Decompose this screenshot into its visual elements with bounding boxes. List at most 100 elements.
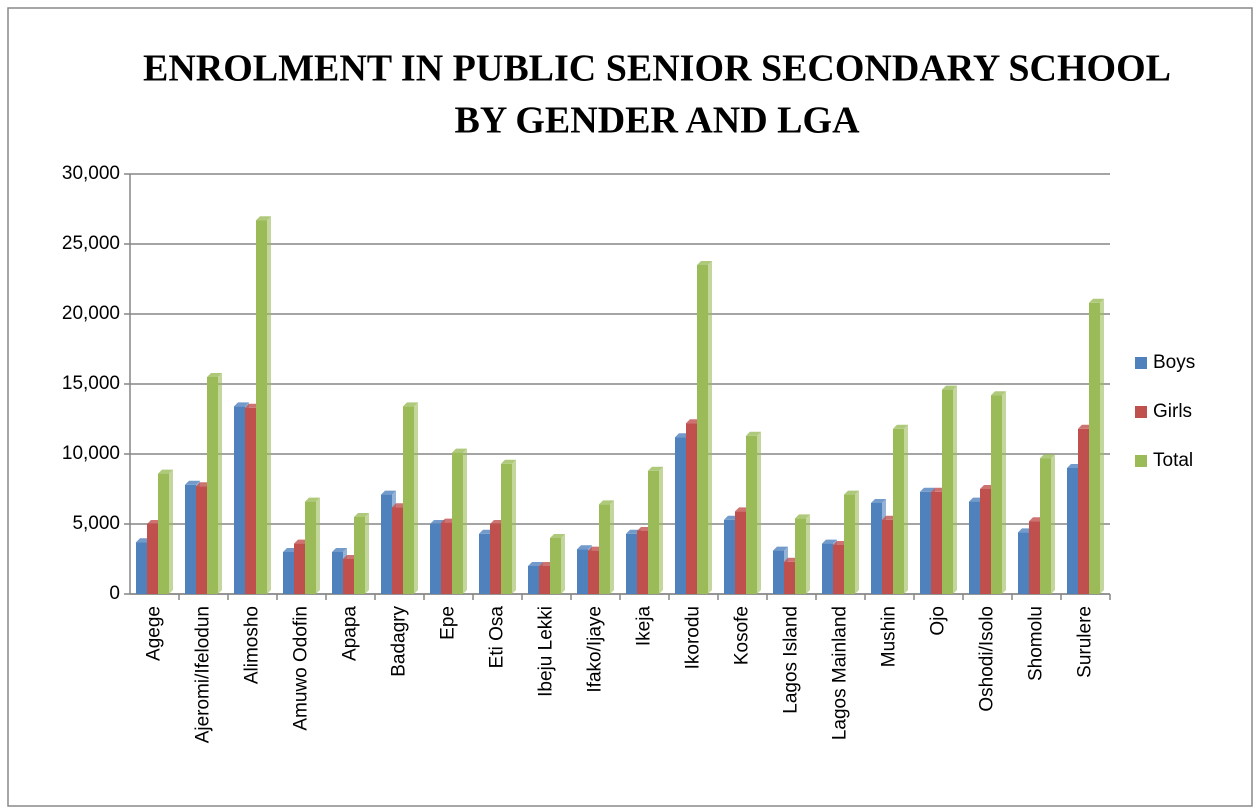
- bar-top: [528, 562, 543, 566]
- bar-side: [463, 448, 467, 594]
- bar: [746, 435, 757, 594]
- bar-side: [218, 373, 222, 594]
- legend-label: Girls: [1153, 401, 1192, 422]
- bar: [991, 395, 1002, 594]
- legend-label: Boys: [1153, 352, 1195, 373]
- bar-top: [822, 539, 837, 544]
- bar-top: [920, 487, 935, 492]
- bar-top: [599, 500, 614, 505]
- bar: [381, 494, 392, 594]
- chart-title: ENROLMENT IN PUBLIC SENIOR SECONDARY SCH…: [143, 48, 1171, 90]
- x-tick-label: Lagos Mainland: [830, 606, 851, 740]
- x-tick-label: Shomolu: [1026, 606, 1047, 681]
- y-tick-label: 15,000: [62, 373, 120, 394]
- bar: [283, 552, 294, 594]
- x-tick-label: Mushin: [879, 606, 900, 667]
- x-tick-label: Ikeja: [634, 606, 655, 647]
- x-tick-label: Epe: [438, 606, 459, 640]
- bar-top: [577, 545, 592, 550]
- bar: [942, 389, 953, 594]
- bar-top: [185, 480, 200, 485]
- bar-top: [773, 546, 788, 551]
- x-tick-label: Kosofe: [732, 606, 753, 665]
- bar-side: [414, 402, 418, 594]
- bar: [479, 533, 490, 594]
- bar-top: [501, 459, 516, 464]
- bar-side: [806, 514, 810, 594]
- bar-top: [697, 261, 712, 265]
- bar: [430, 524, 441, 594]
- bar-top: [991, 391, 1006, 396]
- bar: [185, 484, 196, 594]
- bar-side: [1002, 391, 1006, 594]
- bar: [882, 519, 893, 594]
- bar-top: [648, 466, 663, 471]
- bar: [158, 473, 169, 594]
- bar: [354, 517, 365, 594]
- bar: [1018, 532, 1029, 594]
- x-tick-label: Alimosho: [242, 606, 263, 684]
- bar: [871, 503, 882, 594]
- bar-side: [610, 500, 614, 594]
- bar: [1067, 468, 1078, 594]
- bar-top: [452, 448, 467, 453]
- bar: [1078, 428, 1089, 594]
- x-tick-label: Agege: [144, 606, 165, 661]
- x-tick-label: Apapa: [340, 606, 361, 661]
- bar-side: [855, 490, 859, 594]
- bar-top: [256, 216, 271, 221]
- bar: [697, 265, 708, 594]
- bar-top: [403, 402, 418, 407]
- bar-top: [381, 490, 396, 495]
- bar-side: [561, 534, 565, 594]
- bar-top: [305, 497, 320, 502]
- x-tick-label: Amuwo Odofin: [291, 606, 312, 731]
- x-tick-label: Ibeju Lekki: [536, 606, 557, 697]
- bar: [637, 531, 648, 594]
- x-tick-label: Oshodi/Isolo: [977, 606, 998, 712]
- bar-side: [659, 466, 663, 594]
- bar: [577, 549, 588, 594]
- bar-side: [708, 261, 712, 594]
- bar: [245, 407, 256, 594]
- y-tick-label: 10,000: [62, 443, 120, 464]
- bar-side: [953, 385, 957, 594]
- bar: [528, 566, 539, 594]
- bar: [686, 423, 697, 594]
- bar-top: [354, 513, 369, 517]
- bar: [1029, 521, 1040, 594]
- bar-side: [316, 497, 320, 594]
- bar-side: [267, 216, 271, 594]
- legend-swatch: [1135, 357, 1147, 369]
- bar: [735, 511, 746, 594]
- bar: [724, 519, 735, 594]
- bar: [501, 463, 512, 594]
- bar: [294, 543, 305, 594]
- bar: [207, 377, 218, 594]
- y-tick-label: 25,000: [62, 233, 120, 254]
- y-tick-label: 30,000: [62, 163, 120, 184]
- bar: [822, 543, 833, 594]
- bar: [539, 566, 550, 594]
- bar: [784, 561, 795, 594]
- bar: [599, 504, 610, 594]
- x-tick-label: Lagos Island: [781, 606, 802, 714]
- x-tick-label: Badagry: [389, 606, 410, 677]
- bar-side: [904, 424, 908, 594]
- bar: [980, 489, 991, 594]
- x-tick-label: Ifako/Ijaye: [585, 606, 606, 693]
- legend-label: Total: [1153, 450, 1193, 471]
- bar-side: [365, 513, 369, 594]
- bar: [626, 533, 637, 594]
- bar: [833, 545, 844, 594]
- bar: [675, 437, 686, 594]
- bar-side: [169, 469, 173, 594]
- bar-top: [234, 402, 249, 407]
- bar: [588, 550, 599, 594]
- bar: [550, 538, 561, 594]
- bar-top: [1040, 454, 1055, 459]
- bar-side: [1100, 298, 1104, 594]
- bar-top: [871, 499, 886, 503]
- bar: [136, 542, 147, 594]
